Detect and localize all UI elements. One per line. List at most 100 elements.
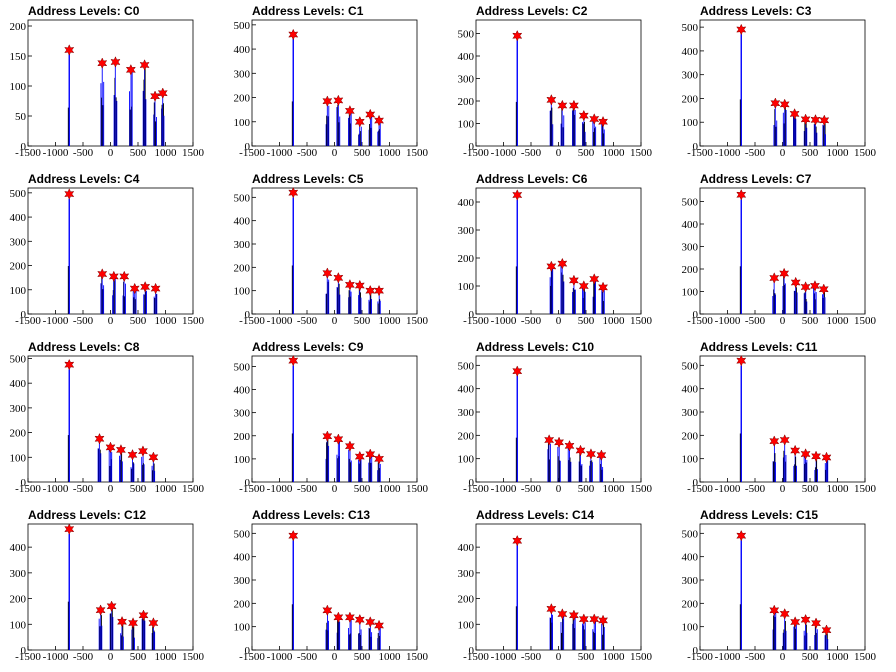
x-tick-label: 1000 <box>603 147 626 159</box>
peak-marker <box>322 430 333 443</box>
x-tick-label: 1000 <box>379 483 402 495</box>
y-tick-label: 300 <box>458 568 475 580</box>
x-tick-label: 1500 <box>854 147 877 159</box>
peak-marker <box>117 615 128 628</box>
x-tick-label: -1500 <box>463 483 489 495</box>
x-tick-label: 1000 <box>155 483 178 495</box>
y-tick-label: 0 <box>21 141 27 153</box>
peak-marker <box>119 270 130 283</box>
x-tick-label: -1500 <box>687 483 713 495</box>
y-tick-label: 300 <box>458 74 475 86</box>
peak-marker <box>322 267 333 279</box>
peak-marker <box>769 435 780 447</box>
y-tick-label: 100 <box>458 281 475 293</box>
y-tick-label: 200 <box>234 431 251 443</box>
peak-marker <box>333 272 344 284</box>
x-tick-label: 1000 <box>827 483 850 495</box>
peak-marker <box>790 276 801 289</box>
y-tick-label: 300 <box>234 68 251 80</box>
peak-marker <box>589 613 600 625</box>
peak-marker <box>344 611 355 624</box>
plot-frame <box>699 19 866 147</box>
histogram-plot: -1500 -1000 -500 0 500 1000 1500 0 100 200 300 400 5… <box>10 353 205 495</box>
x-tick-label: -500 <box>521 315 542 327</box>
peak-marker <box>818 283 829 296</box>
x-tick-label: 500 <box>578 483 595 495</box>
y-tick-label: 100 <box>10 619 27 631</box>
peak-marker <box>138 609 149 622</box>
x-tick-label: 0 <box>556 315 562 327</box>
chart-panel: Address Levels: C11 -1500 -1000 -500 0 500 100… <box>672 336 896 504</box>
histogram-plot: -1500 -1000 -500 0 500 1000 1500 0 100 200 300 400 5… <box>234 354 429 495</box>
peak-marker <box>94 432 105 445</box>
peak-marker <box>736 23 747 36</box>
x-tick-label: 1500 <box>854 315 877 327</box>
peak-marker <box>322 604 333 617</box>
y-tick-label: 0 <box>469 141 475 153</box>
peak-marker <box>557 257 568 270</box>
chart-title: Address Levels: C4 <box>28 172 140 186</box>
x-tick-label: 1500 <box>182 147 205 159</box>
peak-marker <box>546 260 557 273</box>
chart-panel: Address Levels: C9 -1500 -1000 -500 0 500 1000… <box>224 336 448 504</box>
y-tick-label: 500 <box>10 353 27 365</box>
peak-marker <box>512 365 523 377</box>
y-tick-label: 400 <box>234 44 251 56</box>
peak-marker <box>137 445 148 457</box>
y-tick-label: 200 <box>10 428 27 440</box>
x-tick-label: -1000 <box>267 651 293 663</box>
y-tick-label: 300 <box>682 575 699 587</box>
y-tick-label: 200 <box>234 598 251 610</box>
y-tick-label: 100 <box>458 119 475 131</box>
x-tick-label: -1500 <box>15 651 41 663</box>
peak-marker <box>821 451 832 464</box>
chart-title: Address Levels: C0 <box>28 4 140 18</box>
peak-marker <box>148 451 159 464</box>
peak-marker <box>110 56 121 68</box>
peak-marker <box>157 87 168 100</box>
peak-marker <box>354 115 365 128</box>
x-tick-label: 500 <box>354 315 371 327</box>
peak-marker <box>564 440 575 452</box>
peak-marker <box>150 90 161 103</box>
histogram-plot: -1500 -1000 -500 0 500 1000 1500 0 100 200 300 400 <box>458 523 653 663</box>
y-tick-label: 100 <box>10 81 27 93</box>
chart-panel: Address Levels: C14 -1500 -1000 -500 0 500 100… <box>448 504 672 672</box>
chart-title: Address Levels: C11 <box>700 340 818 354</box>
y-tick-label: 400 <box>234 552 251 564</box>
x-tick-label: 500 <box>578 147 595 159</box>
x-tick-label: 1000 <box>827 147 850 159</box>
y-tick-label: 100 <box>234 622 251 634</box>
x-tick-label: 0 <box>780 651 786 663</box>
peak-marker <box>365 448 376 461</box>
chart-panel: Address Levels: C13 -1500 -1000 -500 0 500 100… <box>224 504 448 672</box>
peak-marker <box>365 284 376 297</box>
peak-marker <box>779 267 790 280</box>
x-tick-label: -500 <box>521 483 542 495</box>
x-tick-label: -1000 <box>715 651 741 663</box>
x-tick-label: 0 <box>108 651 114 663</box>
y-tick-label: 300 <box>234 239 251 251</box>
x-tick-label: -1500 <box>463 147 489 159</box>
y-tick-label: 500 <box>458 29 475 41</box>
peak-marker <box>125 63 136 76</box>
y-tick-label: 500 <box>234 192 251 204</box>
peak-marker <box>333 611 344 624</box>
peak-marker <box>365 108 376 121</box>
chart-title: Address Levels: C2 <box>476 4 588 18</box>
histogram-plot: -1500 -1000 -500 0 500 1000 1500 0 100 200 300 400 5… <box>682 354 877 495</box>
y-tick-label: 0 <box>693 477 699 489</box>
peak-marker <box>568 609 579 622</box>
x-tick-label: 1000 <box>155 651 178 663</box>
chart-panel: Address Levels: C5 -1500 -1000 -500 0 500 1000… <box>224 168 448 336</box>
peak-marker <box>148 617 159 629</box>
peak-marker <box>127 449 138 461</box>
peak-marker <box>585 448 596 460</box>
x-tick-label: -500 <box>745 651 766 663</box>
peak-marker <box>575 444 586 457</box>
peak-marker <box>128 617 139 629</box>
histogram-plot: -1500 -1000 -500 0 500 1000 1500 0 100 200 300 400 <box>458 187 653 327</box>
chart-panel: Address Levels: C2 -1500 -1000 -500 0 500 1000… <box>448 0 672 168</box>
chart-title: Address Levels: C9 <box>252 340 364 354</box>
